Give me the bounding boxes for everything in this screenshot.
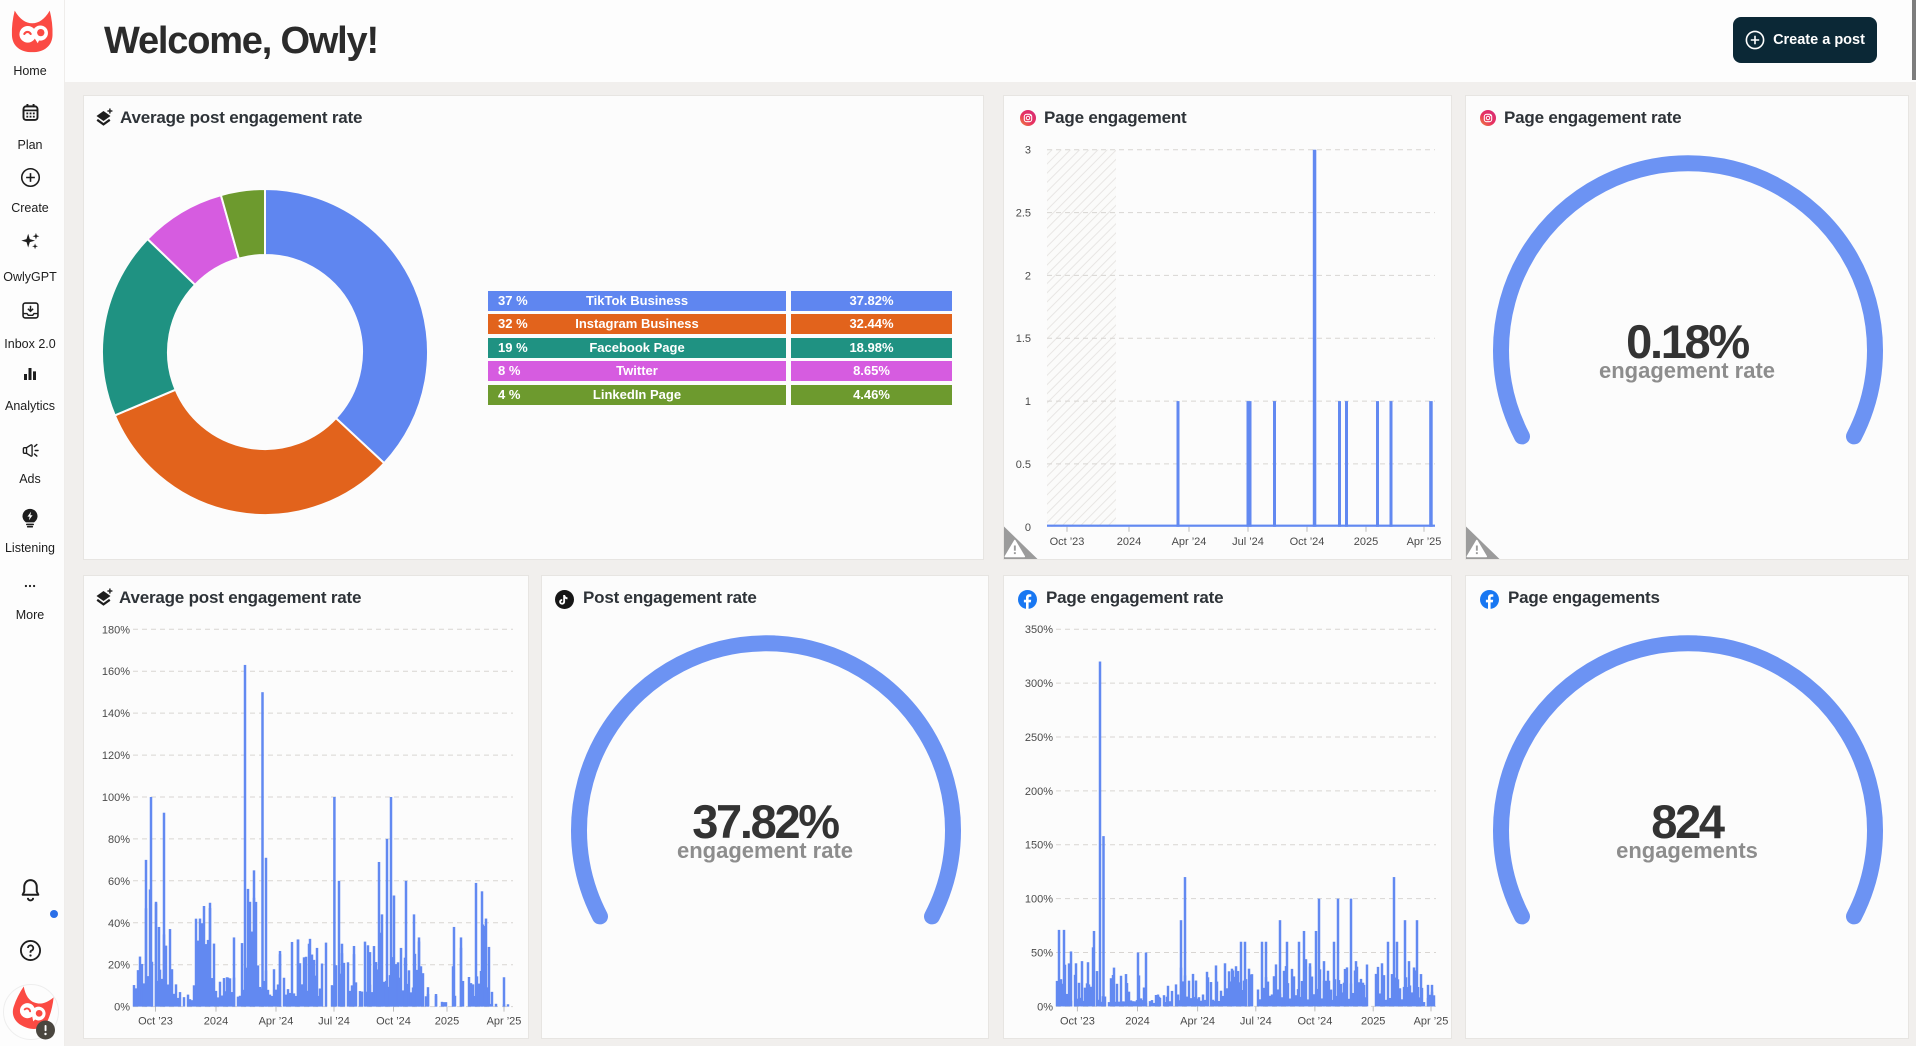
svg-text:1.5: 1.5 [1016, 333, 1031, 345]
svg-text:2: 2 [1025, 270, 1031, 282]
svg-text:20%: 20% [108, 960, 130, 972]
svg-text:Apr ’25: Apr ’25 [1407, 536, 1442, 548]
svg-text:0.5: 0.5 [1016, 459, 1031, 471]
svg-text:100%: 100% [1025, 894, 1053, 906]
svg-text:40%: 40% [108, 918, 130, 930]
svg-text:Jul ’24: Jul ’24 [318, 1016, 350, 1028]
svg-text:Oct ’24: Oct ’24 [1297, 1015, 1332, 1027]
svg-text:Apr ’24: Apr ’24 [259, 1016, 294, 1028]
svg-text:Oct ’23: Oct ’23 [1060, 1015, 1095, 1027]
svg-text:0%: 0% [114, 1002, 130, 1014]
svg-text:Apr ’25: Apr ’25 [1414, 1015, 1449, 1027]
svg-text:2024: 2024 [1117, 536, 1141, 548]
svg-text:2025: 2025 [1354, 536, 1378, 548]
svg-text:Apr ’24: Apr ’24 [1180, 1015, 1215, 1027]
svg-text:180%: 180% [102, 624, 130, 636]
svg-text:200%: 200% [1025, 786, 1053, 798]
svg-text:Apr ’25: Apr ’25 [487, 1016, 522, 1028]
svg-text:100%: 100% [102, 792, 130, 804]
svg-text:2.5: 2.5 [1016, 208, 1031, 220]
svg-text:120%: 120% [102, 750, 130, 762]
svg-text:160%: 160% [102, 666, 130, 678]
svg-text:140%: 140% [102, 708, 130, 720]
svg-text:Jul ’24: Jul ’24 [1240, 1015, 1272, 1027]
svg-text:2024: 2024 [1125, 1015, 1149, 1027]
svg-text:Oct ’24: Oct ’24 [376, 1016, 411, 1028]
svg-text:80%: 80% [108, 834, 130, 846]
svg-text:0: 0 [1025, 522, 1031, 534]
svg-text:Jul ’24: Jul ’24 [1232, 536, 1264, 548]
svg-text:1: 1 [1025, 396, 1031, 408]
svg-text:350%: 350% [1025, 624, 1053, 636]
svg-text:Apr ’24: Apr ’24 [1172, 536, 1207, 548]
svg-text:50%: 50% [1031, 948, 1053, 960]
svg-text:150%: 150% [1025, 840, 1053, 852]
svg-text:3: 3 [1025, 145, 1031, 157]
svg-text:250%: 250% [1025, 732, 1053, 744]
svg-text:2025: 2025 [1361, 1015, 1385, 1027]
svg-text:2025: 2025 [435, 1016, 459, 1028]
svg-text:60%: 60% [108, 876, 130, 888]
svg-text:Oct ’24: Oct ’24 [1290, 536, 1325, 548]
svg-text:300%: 300% [1025, 678, 1053, 690]
svg-text:2024: 2024 [204, 1016, 228, 1028]
svg-text:0%: 0% [1037, 1001, 1053, 1013]
svg-text:Oct ’23: Oct ’23 [138, 1016, 173, 1028]
svg-text:Oct ’23: Oct ’23 [1050, 536, 1085, 548]
